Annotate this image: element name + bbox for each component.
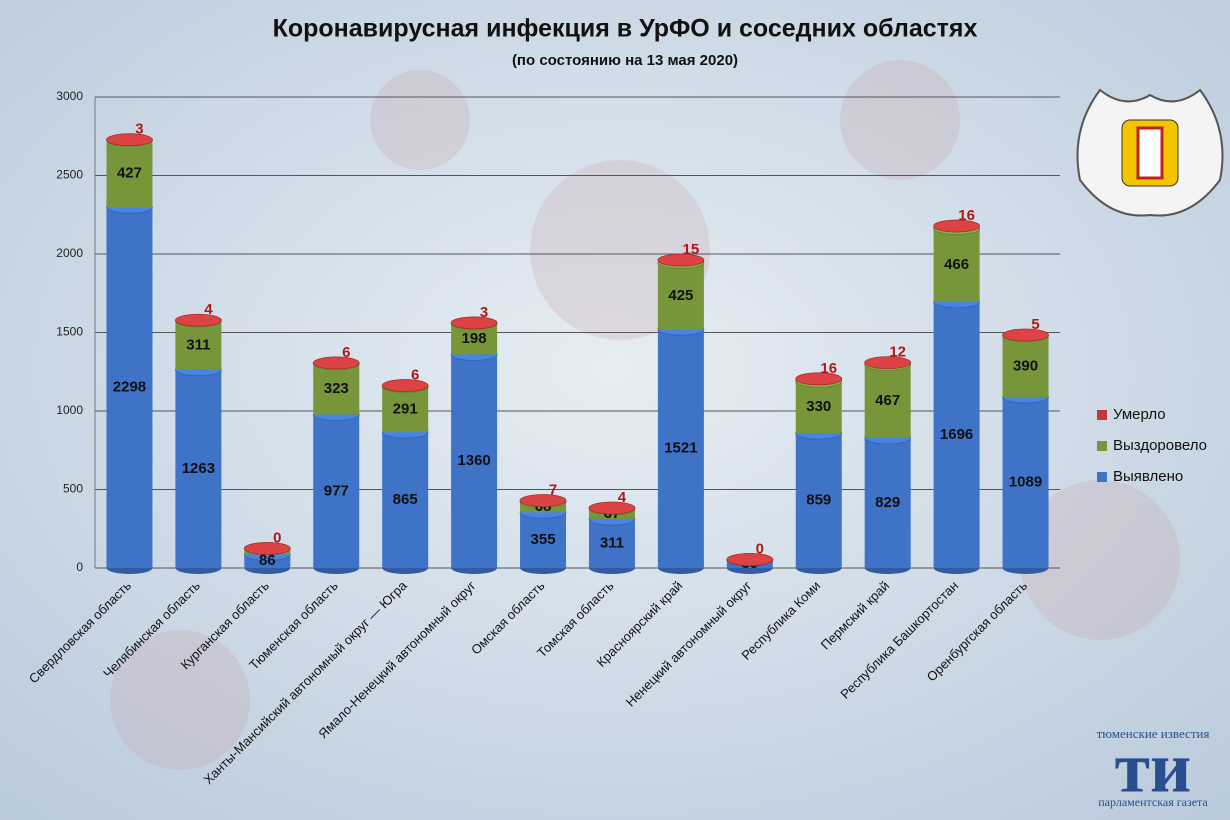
bar-segment — [795, 381, 842, 434]
bar-cap — [657, 253, 705, 267]
y-tick-label: 2000 — [56, 246, 83, 260]
value-label: 311 — [600, 535, 624, 552]
value-label: 4 — [618, 489, 627, 506]
bar-segment — [520, 512, 567, 568]
value-label: 3 — [480, 304, 488, 321]
value-label: 198 — [462, 330, 487, 347]
value-label: 0 — [273, 530, 281, 547]
value-label: 829 — [875, 494, 900, 511]
value-label: 1521 — [664, 440, 697, 457]
bar-segment — [175, 320, 222, 370]
bar-segment — [106, 207, 153, 569]
bar-segment — [933, 301, 980, 568]
bar-cap — [450, 316, 498, 330]
value-label: 425 — [668, 287, 693, 304]
value-label: 977 — [324, 482, 349, 499]
value-label: 1089 — [1009, 473, 1042, 490]
value-label: 390 — [1013, 357, 1038, 374]
logo-top: тюменские известия — [1097, 726, 1210, 741]
bar-segment — [175, 369, 222, 568]
value-label: 3 — [135, 121, 143, 138]
value-label: 6 — [342, 344, 350, 361]
bar-segment — [657, 329, 704, 568]
y-tick-label: 1000 — [56, 403, 83, 417]
value-label: 7 — [549, 481, 557, 498]
y-tick-label: 500 — [63, 482, 83, 496]
logo: тюменские известия ти парламентская газе… — [1097, 726, 1210, 809]
value-label: 859 — [806, 492, 831, 509]
bar-segment — [106, 140, 153, 208]
value-label: 865 — [393, 491, 418, 508]
logo-bottom: парламентская газета — [1098, 795, 1208, 809]
value-label: 1360 — [457, 452, 490, 469]
bar-cap — [243, 542, 291, 555]
bar-segment — [588, 519, 635, 568]
bar-segment — [313, 363, 360, 415]
bar-cap — [795, 372, 843, 386]
logo-mark: ти — [1115, 728, 1192, 808]
legend-label: Выздоровело — [1113, 437, 1207, 454]
y-tick-label: 3000 — [56, 89, 83, 103]
legend-label: Выявлено — [1113, 468, 1183, 485]
value-label: 323 — [324, 380, 349, 397]
value-label: 1696 — [940, 426, 973, 443]
bar-cap — [933, 219, 981, 233]
value-label: 355 — [531, 531, 556, 548]
bar-cap — [1002, 328, 1049, 342]
value-label: 4 — [204, 301, 213, 318]
bar-cap — [519, 494, 567, 507]
value-label: 5 — [1031, 316, 1039, 333]
bar-cap — [106, 133, 153, 147]
value-label: 291 — [393, 400, 418, 417]
bar-segment — [313, 414, 360, 568]
bar-segment — [933, 228, 980, 302]
value-label: 2298 — [113, 379, 146, 396]
legend-swatch — [1097, 472, 1107, 482]
bar-segment — [864, 364, 911, 438]
chart-subtitle: (по состоянию на 13 мая 2020) — [512, 52, 738, 69]
bar-segment — [864, 437, 911, 568]
emblem — [1076, 88, 1224, 217]
bar-cap — [312, 356, 360, 370]
value-label: 1263 — [182, 460, 215, 477]
value-label: 6 — [411, 367, 419, 384]
value-label: 16 — [958, 207, 975, 224]
bar-segment — [382, 432, 429, 568]
legend-swatch — [1097, 441, 1107, 451]
y-tick-label: 1500 — [56, 325, 83, 339]
value-label: 15 — [683, 241, 700, 258]
bar-cap — [174, 313, 222, 327]
value-label: 86 — [259, 552, 276, 569]
legend-swatch — [1097, 410, 1107, 420]
value-label: 311 — [186, 336, 210, 353]
bar-segment — [451, 354, 498, 568]
bar-segment — [1002, 397, 1049, 568]
bar-segment — [382, 386, 429, 433]
value-label: 12 — [889, 344, 906, 361]
legend-label: Умерло — [1113, 406, 1166, 423]
value-label: 16 — [820, 360, 837, 377]
y-tick-label: 2500 — [56, 168, 83, 182]
bar-segment — [795, 433, 842, 568]
bar-cap — [864, 356, 912, 370]
value-label: 0 — [756, 540, 764, 557]
chart-title: Коронавирусная инфекция в УрФО и соседни… — [273, 15, 978, 43]
value-label: 466 — [944, 256, 969, 273]
bar-segment — [657, 262, 704, 330]
bar-segment — [1002, 335, 1049, 398]
bar-cap — [588, 501, 636, 515]
value-label: 467 — [875, 392, 900, 409]
value-label: 427 — [117, 165, 142, 182]
bar-cap — [381, 379, 429, 392]
y-tick-label: 0 — [76, 560, 83, 574]
bar-cap — [726, 553, 774, 566]
value-label: 330 — [806, 398, 831, 415]
